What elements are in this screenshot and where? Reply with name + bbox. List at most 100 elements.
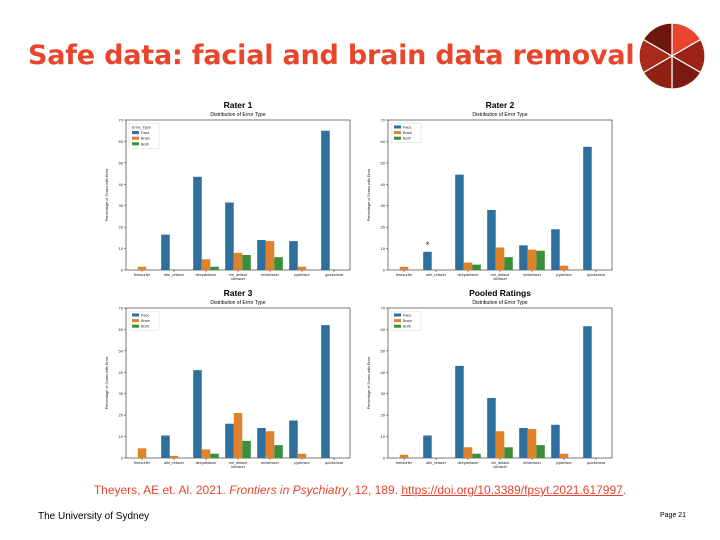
y-tick-label: 10 bbox=[381, 434, 386, 439]
legend-swatch bbox=[394, 324, 401, 328]
chart-figure: Rater 1 Distribution of Error Type 0 10 20 30… bbox=[100, 98, 620, 468]
legend-label: Both bbox=[141, 142, 149, 146]
bar-brain bbox=[137, 448, 147, 458]
bar-both bbox=[242, 440, 251, 458]
bar-face bbox=[455, 365, 464, 458]
legend-label: Both bbox=[403, 137, 411, 141]
bar-brain bbox=[265, 241, 275, 270]
y-tick-label: 40 bbox=[381, 182, 386, 187]
x-tick-label: mri_deface bbox=[491, 461, 510, 465]
bar-face bbox=[161, 435, 170, 458]
legend-swatch bbox=[132, 131, 139, 135]
chart-rater-1: Rater 1 Distribution of Error Type 0 10 20 30… bbox=[105, 100, 351, 280]
y-axis-label: Percentage of Scans with Error bbox=[105, 168, 109, 221]
bar-both bbox=[210, 266, 219, 270]
chart-title: Rater 2 bbox=[486, 100, 515, 110]
y-axis-label: Percentage of Scans with Error bbox=[367, 356, 371, 409]
x-tick-label: deepdefacer bbox=[457, 273, 479, 277]
bar-brain bbox=[297, 453, 307, 458]
x-tick-label: pydeface bbox=[294, 461, 309, 465]
bar-face bbox=[321, 325, 330, 458]
bar-brain bbox=[527, 429, 537, 458]
bar-face bbox=[487, 210, 496, 270]
chart-subtitle: Distribution of Error Type bbox=[210, 300, 265, 306]
legend-swatch bbox=[394, 125, 401, 129]
bar-face bbox=[161, 234, 170, 270]
x-tick-label: afni_refacer bbox=[164, 273, 185, 277]
y-tick-label: 50 bbox=[119, 348, 124, 353]
citation: Theyers, AE et. Al. 2021. Frontiers in P… bbox=[0, 483, 720, 497]
y-tick-label: 70 bbox=[119, 306, 124, 311]
x-tick-label: pydeface bbox=[556, 461, 571, 465]
y-axis-label: Percentage of Scans with Error bbox=[105, 356, 109, 409]
bar-both bbox=[504, 447, 513, 458]
x-tick-label: mri_deface bbox=[491, 273, 510, 277]
bar-face bbox=[583, 326, 592, 458]
x-tick-label: deepdefacer bbox=[195, 461, 217, 465]
legend-label: Face bbox=[141, 314, 149, 318]
y-tick-label: 30 bbox=[381, 391, 386, 396]
x-tick-sublabel: (deface) bbox=[231, 465, 246, 468]
chart-panel-rater-1: Rater 1 Distribution of Error Type 0 10 20 30… bbox=[100, 98, 358, 280]
legend-label: Both bbox=[141, 325, 149, 329]
y-tick-label: 60 bbox=[119, 327, 124, 332]
university-logo-icon bbox=[638, 22, 706, 90]
citation-authors: Theyers, AE et. Al. 2021. bbox=[93, 483, 230, 497]
legend-label: Brain bbox=[403, 131, 412, 135]
bar-both bbox=[472, 453, 481, 458]
bar-face bbox=[257, 428, 266, 458]
citation-doi-link[interactable]: https://doi.org/10.3389/fpsyt.2021.61799… bbox=[401, 483, 623, 497]
y-tick-label: 50 bbox=[119, 160, 124, 165]
y-tick-label: 10 bbox=[119, 246, 124, 251]
legend-swatch bbox=[132, 313, 139, 317]
y-tick-label: 40 bbox=[119, 182, 124, 187]
bar-face bbox=[551, 424, 560, 458]
x-tick-label: afni_refacer bbox=[426, 461, 447, 465]
x-tick-sublabel: (deface) bbox=[231, 277, 246, 280]
y-tick-label: 60 bbox=[119, 139, 124, 144]
y-tick-label: 20 bbox=[119, 413, 124, 418]
chart-title: Pooled Ratings bbox=[469, 288, 531, 298]
bar-brain bbox=[137, 266, 147, 270]
plot-frame bbox=[125, 119, 351, 271]
bar-brain bbox=[399, 454, 409, 458]
x-tick-label: quickshear bbox=[325, 461, 344, 465]
bar-face bbox=[289, 420, 298, 458]
bar-brain bbox=[559, 265, 569, 270]
bar-brain bbox=[527, 249, 537, 270]
bar-face bbox=[289, 241, 298, 270]
legend-label: Brain bbox=[403, 319, 412, 323]
bar-both bbox=[536, 445, 545, 458]
bar-face bbox=[583, 146, 592, 270]
legend-label: Face bbox=[403, 314, 411, 318]
slide-title: Safe data: facial and brain data removal bbox=[28, 40, 635, 71]
y-tick-label: 70 bbox=[381, 118, 386, 123]
chart-title: Rater 1 bbox=[224, 100, 253, 110]
legend-label: Face bbox=[403, 126, 411, 130]
x-tick-label: quickshear bbox=[325, 273, 344, 277]
x-tick-sublabel: (deface) bbox=[493, 277, 508, 280]
footer-university-name: The University of Sydney bbox=[38, 511, 150, 522]
bar-both bbox=[504, 257, 513, 270]
significance-annotation: * bbox=[426, 240, 430, 250]
x-tick-label: mridefacer bbox=[261, 461, 280, 465]
legend-swatch bbox=[394, 319, 401, 323]
citation-volume: , 12, bbox=[347, 483, 375, 497]
bar-brain bbox=[201, 259, 211, 270]
bar-face bbox=[225, 423, 234, 458]
legend-swatch bbox=[394, 136, 401, 140]
legend-title: Error_Type bbox=[132, 126, 151, 130]
y-tick-label: 0 bbox=[121, 268, 124, 273]
y-tick-label: 40 bbox=[381, 370, 386, 375]
y-tick-label: 20 bbox=[381, 413, 386, 418]
chart-subtitle: Distribution of Error Type bbox=[472, 300, 527, 306]
y-tick-label: 10 bbox=[119, 434, 124, 439]
chart-pooled-ratings: Pooled Ratings Distribution of Error Type… bbox=[367, 288, 613, 468]
bar-brain bbox=[233, 252, 243, 270]
legend-swatch bbox=[132, 324, 139, 328]
y-tick-label: 70 bbox=[381, 306, 386, 311]
